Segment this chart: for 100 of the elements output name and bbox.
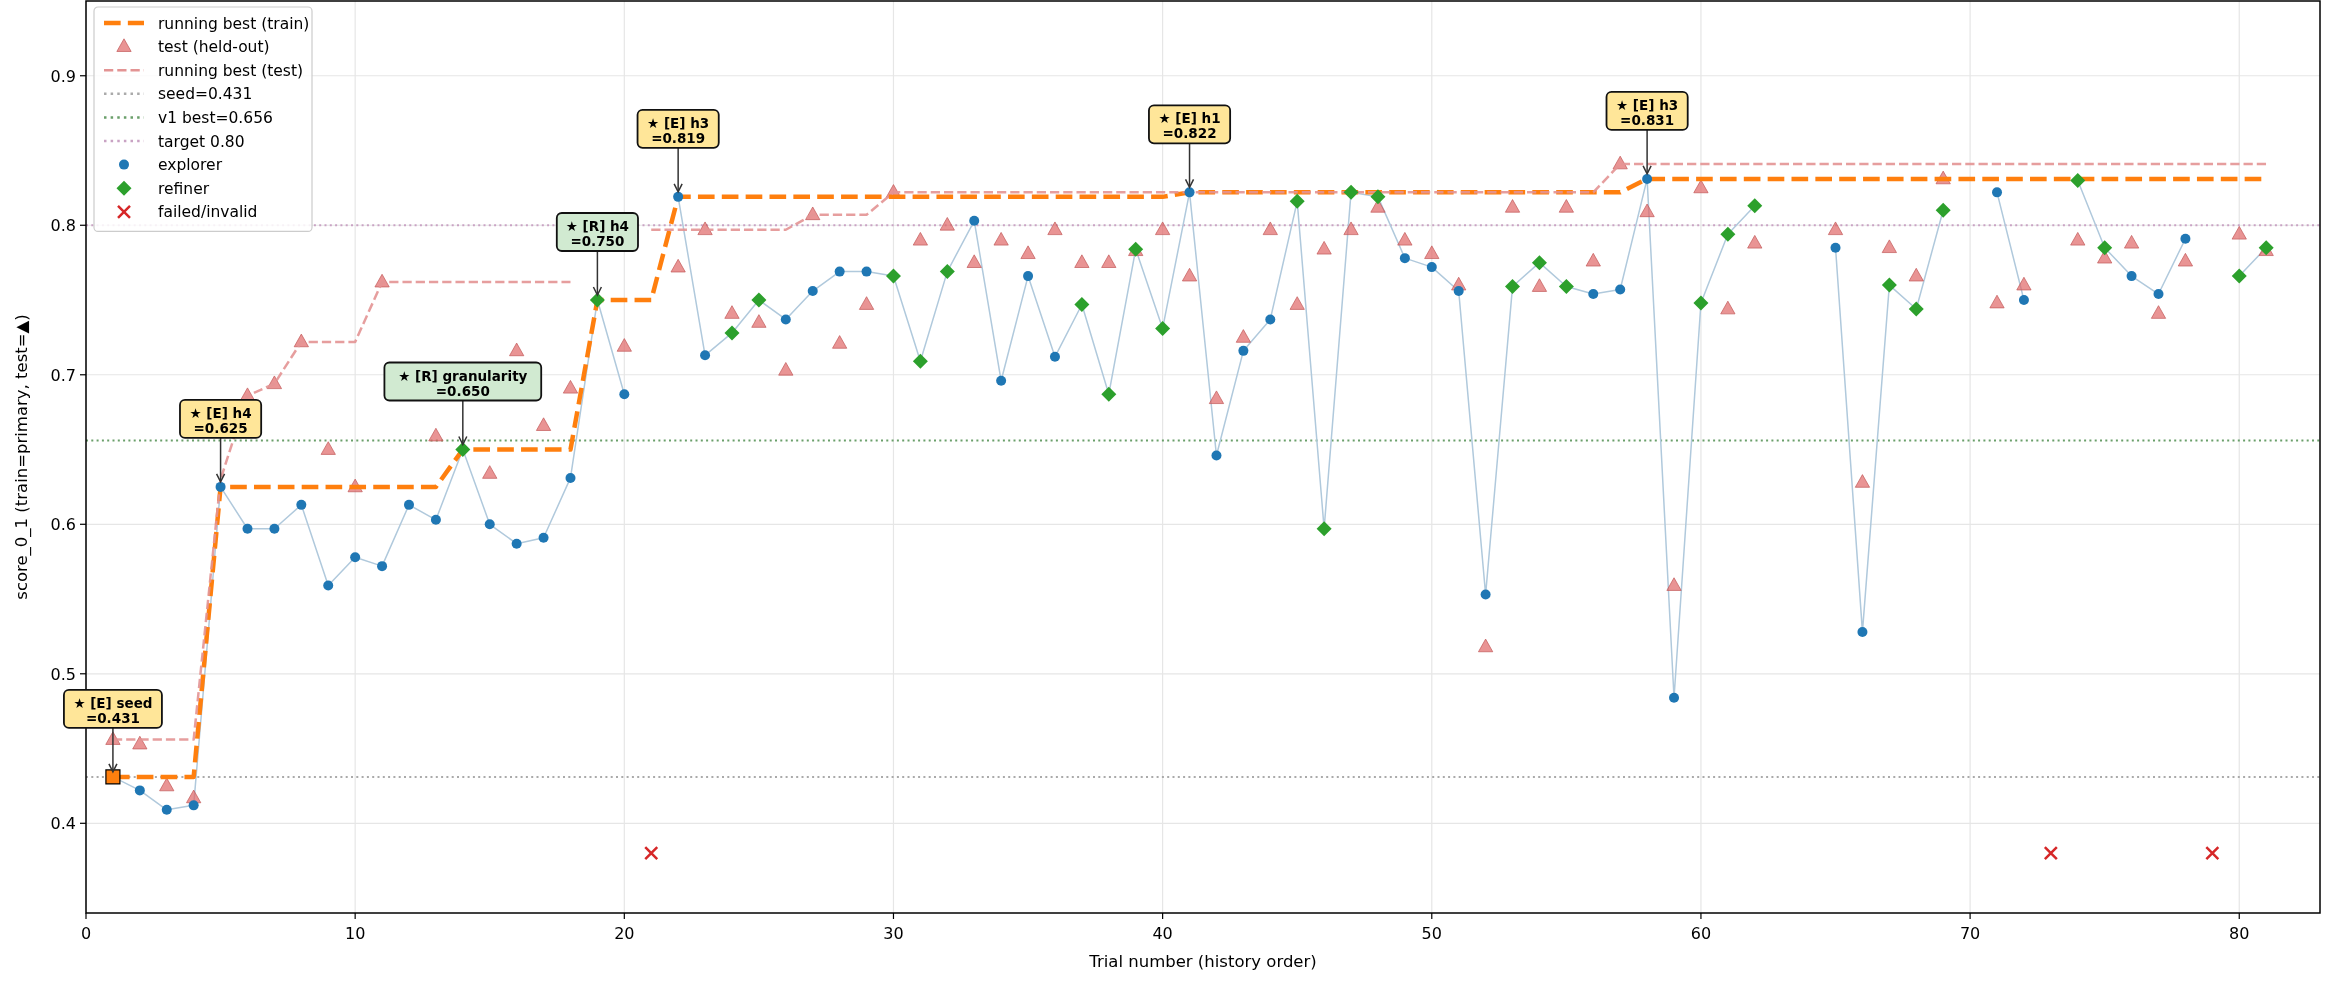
point	[643, 845, 659, 861]
point	[1881, 277, 1897, 293]
annotation: ★ [E] h3 =0.819	[647, 114, 710, 146]
y-tick-label: 0.9	[50, 66, 76, 86]
point	[1505, 279, 1521, 295]
x-tick-label: 10	[344, 924, 366, 943]
legend-label: test (held-out)	[158, 38, 270, 57]
point	[673, 191, 684, 202]
point	[2043, 845, 2059, 861]
legend-label: running best (train)	[158, 14, 310, 33]
point	[2018, 295, 2029, 306]
point	[1101, 386, 1117, 402]
point	[455, 442, 471, 458]
annotation: ★ [R] h4 =0.750	[565, 218, 630, 250]
point	[996, 375, 1007, 386]
point	[1693, 295, 1709, 311]
point	[1074, 297, 1090, 312]
point	[2097, 240, 2113, 256]
point	[1588, 289, 1599, 300]
point	[2070, 172, 2086, 188]
point	[912, 353, 928, 369]
legend-label: v1 best=0.656	[158, 108, 273, 127]
point	[269, 523, 280, 534]
point	[885, 268, 901, 284]
point	[807, 286, 818, 297]
x-tick-label: 60	[1690, 924, 1712, 943]
point	[1238, 345, 1249, 356]
point	[1830, 242, 1841, 253]
point	[2231, 268, 2247, 284]
point	[1857, 626, 1868, 637]
point	[134, 785, 145, 796]
point	[430, 514, 441, 525]
legend-label: running best (test)	[158, 61, 304, 80]
point	[1343, 184, 1359, 200]
point	[1747, 198, 1763, 214]
y-tick-label: 0.5	[50, 664, 76, 684]
annotation: ★ [E] h3 =0.831	[1616, 96, 1679, 128]
point	[780, 314, 791, 325]
point	[1720, 226, 1736, 242]
point	[377, 561, 388, 572]
point	[484, 519, 495, 530]
point	[323, 580, 334, 591]
point	[161, 804, 172, 815]
x-tick-label: 0	[80, 924, 92, 943]
point	[1265, 314, 1276, 325]
point	[1049, 351, 1060, 362]
point	[105, 769, 121, 785]
y-tick-label: 0.8	[50, 216, 76, 236]
point	[1399, 253, 1410, 264]
point	[1316, 521, 1332, 537]
x-tick-label: 70	[1959, 924, 1981, 943]
x-axis-title: Trial number (history order)	[1088, 952, 1317, 971]
point	[1155, 320, 1171, 336]
x-tick-label: 40	[1152, 924, 1173, 943]
point	[2180, 233, 2191, 244]
point	[1935, 202, 1951, 218]
point	[215, 481, 226, 492]
point	[2126, 271, 2137, 282]
y-axis-title: score_0_1 (train=primary, test=▲)	[12, 314, 32, 600]
point	[1023, 271, 1034, 282]
point	[589, 292, 605, 308]
point	[939, 264, 955, 280]
point	[861, 266, 872, 277]
point	[565, 472, 576, 483]
legend-label: failed/invalid	[158, 203, 258, 222]
annotation: ★ [R] granularity =0.650	[398, 367, 528, 399]
point	[1615, 284, 1626, 295]
point	[700, 350, 711, 361]
point	[2205, 845, 2220, 861]
point	[1992, 187, 2003, 198]
point	[296, 499, 307, 510]
annotation: ★ [E] seed =0.431	[73, 694, 153, 726]
point	[188, 800, 199, 811]
x-tick-label: 30	[883, 924, 904, 943]
legend-label: explorer	[158, 156, 223, 175]
point	[1289, 193, 1305, 209]
annotation: ★ [E] h4 =0.625	[189, 404, 252, 436]
point	[1642, 173, 1653, 184]
point	[1908, 301, 1924, 317]
annotation: ★ [E] h1 =0.822	[1158, 110, 1221, 142]
point	[1370, 189, 1386, 205]
point	[1669, 692, 1680, 703]
point	[1453, 286, 1464, 297]
point	[1211, 450, 1222, 461]
legend-label: seed=0.431	[158, 85, 253, 104]
point	[619, 389, 630, 400]
y-tick-label: 0.4	[50, 814, 76, 834]
legend-label: target 0.80	[158, 132, 245, 151]
point	[350, 552, 361, 563]
point	[1480, 589, 1491, 600]
y-tick-label: 0.7	[50, 365, 76, 385]
point	[538, 532, 549, 543]
point	[2153, 289, 2164, 300]
point	[751, 292, 767, 308]
point	[969, 215, 980, 226]
x-tick-label: 80	[2229, 924, 2250, 943]
point	[403, 499, 414, 510]
x-tick-label: 50	[1421, 924, 1442, 943]
point	[1531, 255, 1547, 271]
x-tick-label: 20	[614, 924, 635, 943]
